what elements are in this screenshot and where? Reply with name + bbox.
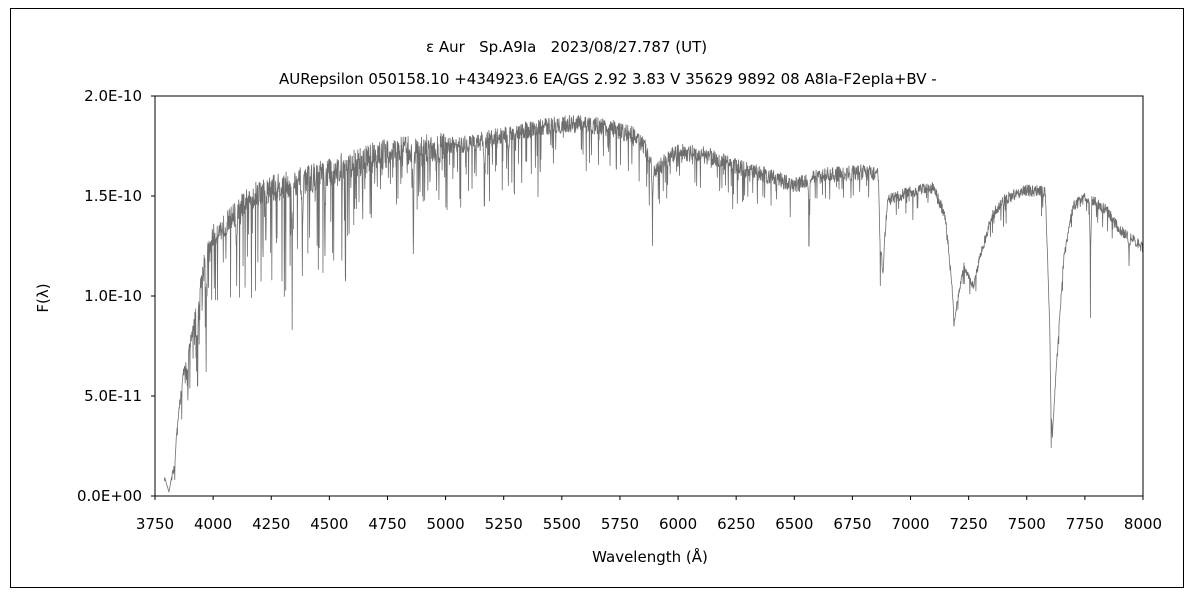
x-tick-label: 6250 — [717, 515, 755, 533]
x-tick-label: 8000 — [1124, 515, 1162, 533]
x-axis-label: Wavelength (Å) — [592, 547, 708, 566]
y-tick-label: 2.0E-10 — [84, 87, 142, 105]
x-tick-label: 7750 — [1066, 515, 1104, 533]
x-tick-label: 4500 — [310, 515, 348, 533]
x-tick-label: 6500 — [775, 515, 813, 533]
x-tick-label: 6750 — [833, 515, 871, 533]
spectrum-line — [163, 115, 1144, 493]
x-tick-label: 4250 — [252, 515, 290, 533]
y-tick-label: 1.5E-10 — [84, 187, 142, 205]
chart-title: ε Aur Sp.A9Ia 2023/08/27.787 (UT) — [426, 38, 708, 56]
x-tick-label: 6000 — [659, 515, 697, 533]
y-axis-label: F(λ) — [34, 283, 52, 312]
x-tick-label: 5500 — [543, 515, 581, 533]
x-tick-label: 4000 — [194, 515, 232, 533]
y-tick-label: 1.0E-10 — [84, 287, 142, 305]
plot-area — [154, 95, 1144, 497]
x-tick-label: 5000 — [426, 515, 464, 533]
x-tick-label: 5750 — [601, 515, 639, 533]
x-tick-label: 4750 — [368, 515, 406, 533]
x-tick-label: 7500 — [1008, 515, 1046, 533]
x-tick-label: 3750 — [136, 515, 174, 533]
x-tick-label: 7250 — [950, 515, 988, 533]
y-axis-ticks: 0.0E+00 5.0E-11 1.0E-10 1.5E-10 2.0E-10 — [77, 87, 155, 505]
spectrum-series — [163, 115, 1144, 493]
x-tick-label: 5250 — [485, 515, 523, 533]
chart-subtitle: AURepsilon 050158.10 +434923.6 EA/GS 2.9… — [279, 70, 937, 88]
x-tick-label: 7000 — [891, 515, 929, 533]
x-axis-ticks: 3750 4000 4250 4500 4750 5000 5250 5500 5750 6000… — [136, 496, 1162, 533]
y-tick-label: 5.0E-11 — [84, 387, 142, 405]
y-tick-label: 0.0E+00 — [77, 487, 142, 505]
